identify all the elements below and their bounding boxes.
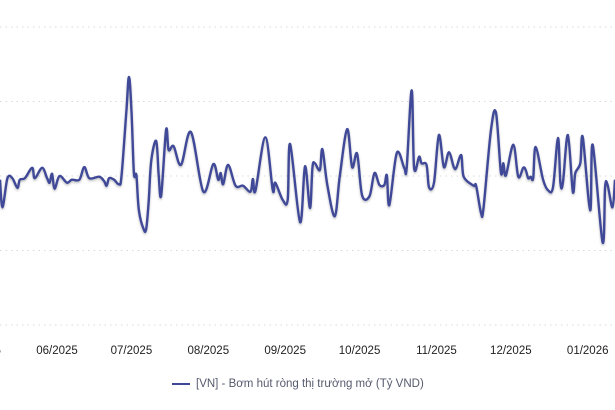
x-tick-label: 12/2025 bbox=[490, 345, 532, 357]
x-tick-label: 05/2025 bbox=[0, 345, 1, 357]
x-tick-label: 07/2025 bbox=[111, 345, 153, 357]
legend-swatch-icon bbox=[172, 382, 190, 386]
x-tick-label: 09/2025 bbox=[264, 345, 306, 357]
x-tick-label: 10/2025 bbox=[339, 345, 381, 357]
series-line bbox=[0, 75, 615, 244]
gridlines bbox=[0, 26, 615, 326]
legend[interactable]: [VN] - Bơm hút ròng thị trường mở (Tỷ VN… bbox=[172, 378, 424, 390]
x-tick-label: 06/2025 bbox=[36, 345, 78, 357]
x-tick-label: 08/2025 bbox=[188, 345, 230, 357]
line-chart: 05/2025 06/2025 07/2025 08/2025 09/2025 10/20… bbox=[0, 26, 615, 357]
series-layer bbox=[0, 75, 615, 244]
x-axis: 05/2025 06/2025 07/2025 08/2025 09/2025 10/20… bbox=[0, 345, 609, 357]
x-tick-label: 01/2026 bbox=[567, 345, 609, 357]
x-tick-label: 11/2025 bbox=[416, 345, 457, 357]
legend-label: [VN] - Bơm hút ròng thị trường mở (Tỷ VN… bbox=[196, 378, 424, 390]
